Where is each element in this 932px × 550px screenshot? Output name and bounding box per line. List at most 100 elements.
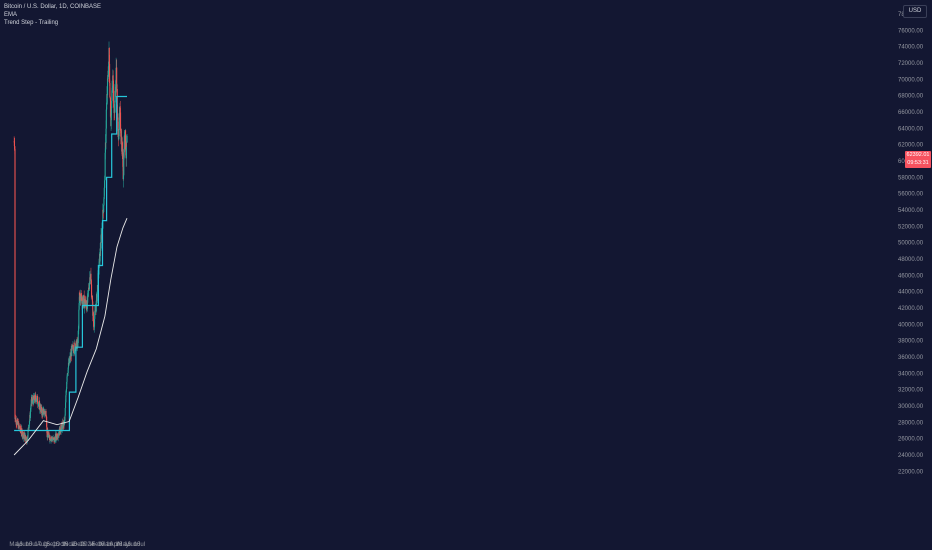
price-tick-label: 64000.00 <box>898 126 924 132</box>
candle-body <box>111 88 113 91</box>
price-tick-label: 44000.00 <box>898 290 924 296</box>
price-tick-label: 30000.00 <box>898 404 924 410</box>
time-tick-label: 16 <box>115 542 122 548</box>
candle-body <box>87 293 89 303</box>
candle-body <box>25 439 28 442</box>
price-tick-label: 56000.00 <box>898 192 924 198</box>
candle-body <box>88 287 90 291</box>
candle-body <box>98 258 100 269</box>
candle-body <box>47 431 49 435</box>
candle-body <box>112 75 114 81</box>
candle-body <box>67 373 69 374</box>
candle-body <box>78 328 80 331</box>
time-tick-label: Jul <box>29 542 37 548</box>
candle-body <box>59 426 61 433</box>
time-tick-label: 16 <box>25 542 32 548</box>
candle-body <box>18 422 20 426</box>
time-tick-label: 16 <box>79 542 86 548</box>
candle-body <box>52 437 54 439</box>
candle-body <box>54 438 56 440</box>
time-tick-label: 16 <box>106 542 113 548</box>
candle-body <box>24 435 26 440</box>
candle-body <box>38 403 40 405</box>
candle-body <box>123 152 125 158</box>
price-tick-label: 62000.00 <box>898 143 924 149</box>
candle-body <box>123 157 125 176</box>
time-tick-label: Mar <box>100 542 110 548</box>
candle-body <box>22 431 24 438</box>
candle-body <box>38 400 40 404</box>
candle-body <box>50 438 52 441</box>
candle-body <box>87 290 89 292</box>
candle-body <box>16 421 18 425</box>
currency-button[interactable]: USD <box>903 5 927 18</box>
candle-body <box>93 321 95 327</box>
candle-body <box>103 204 105 213</box>
candle-body <box>17 419 19 424</box>
candle-body <box>18 426 20 429</box>
price-tick-label: 52000.00 <box>898 224 924 230</box>
candle-body <box>33 395 36 401</box>
candle-body <box>88 288 90 290</box>
candle-body <box>104 179 106 181</box>
candle-body <box>109 97 112 117</box>
candle-body <box>118 112 120 130</box>
candle-body <box>56 434 58 438</box>
candle-body <box>93 318 96 327</box>
candle-body <box>30 399 32 406</box>
candle-body <box>113 100 115 108</box>
candle-body <box>96 291 98 302</box>
candle-body <box>51 439 54 441</box>
candle-body <box>93 326 95 328</box>
candle-body <box>66 381 68 389</box>
candle-body <box>61 424 63 427</box>
candle-body <box>78 309 80 329</box>
candle-body <box>67 362 70 368</box>
time-tick-label: 16 <box>61 542 68 548</box>
candle-body <box>122 175 125 180</box>
candle-body <box>65 388 67 392</box>
candle-body <box>81 300 83 305</box>
candle-body <box>119 112 122 131</box>
candle-body <box>37 402 39 405</box>
candle-body <box>36 395 39 403</box>
candle-body <box>27 429 29 438</box>
candle-body <box>21 430 23 437</box>
candle-body <box>89 274 91 281</box>
time-tick-label: 16 <box>89 542 96 548</box>
candle-body <box>38 400 40 402</box>
candle-body <box>116 67 118 91</box>
candle-body <box>70 353 72 360</box>
candle-body <box>83 295 85 301</box>
price-axis: 22000.00 24000.00 26000.00 28000.00 30000.00… <box>898 12 924 475</box>
symbol-title[interactable]: Bitcoin / U.S. Dollar, 1D, COINBASE <box>4 4 102 10</box>
candle-body <box>15 419 17 425</box>
candle-body <box>22 435 24 438</box>
price-tick-label: 70000.00 <box>898 77 924 83</box>
candle-body <box>52 439 54 440</box>
candle-body <box>87 291 89 294</box>
candle-body <box>109 63 111 84</box>
candle-body <box>111 85 114 89</box>
candle-body <box>125 130 127 150</box>
candle-body <box>92 312 94 322</box>
indicator-legend-label[interactable]: Trend Step - Trailing <box>4 20 59 26</box>
candle-body <box>66 376 68 382</box>
price-tick-label: 28000.00 <box>898 420 924 426</box>
candle-body <box>91 284 93 298</box>
time-tick-label: Apr <box>110 542 119 548</box>
candle-body <box>14 148 16 419</box>
candle-body <box>77 330 79 343</box>
candle-body <box>51 437 53 439</box>
candle-body <box>65 391 67 396</box>
candle-body <box>105 128 107 143</box>
candle-body <box>32 395 34 405</box>
candle-body <box>106 102 108 110</box>
price-tick-label: 58000.00 <box>898 175 924 181</box>
candle-body <box>83 295 85 308</box>
ema-legend-label[interactable]: EMA <box>4 12 18 18</box>
candle-body <box>60 432 62 433</box>
candle-body <box>27 427 29 430</box>
candle-body <box>73 351 75 353</box>
